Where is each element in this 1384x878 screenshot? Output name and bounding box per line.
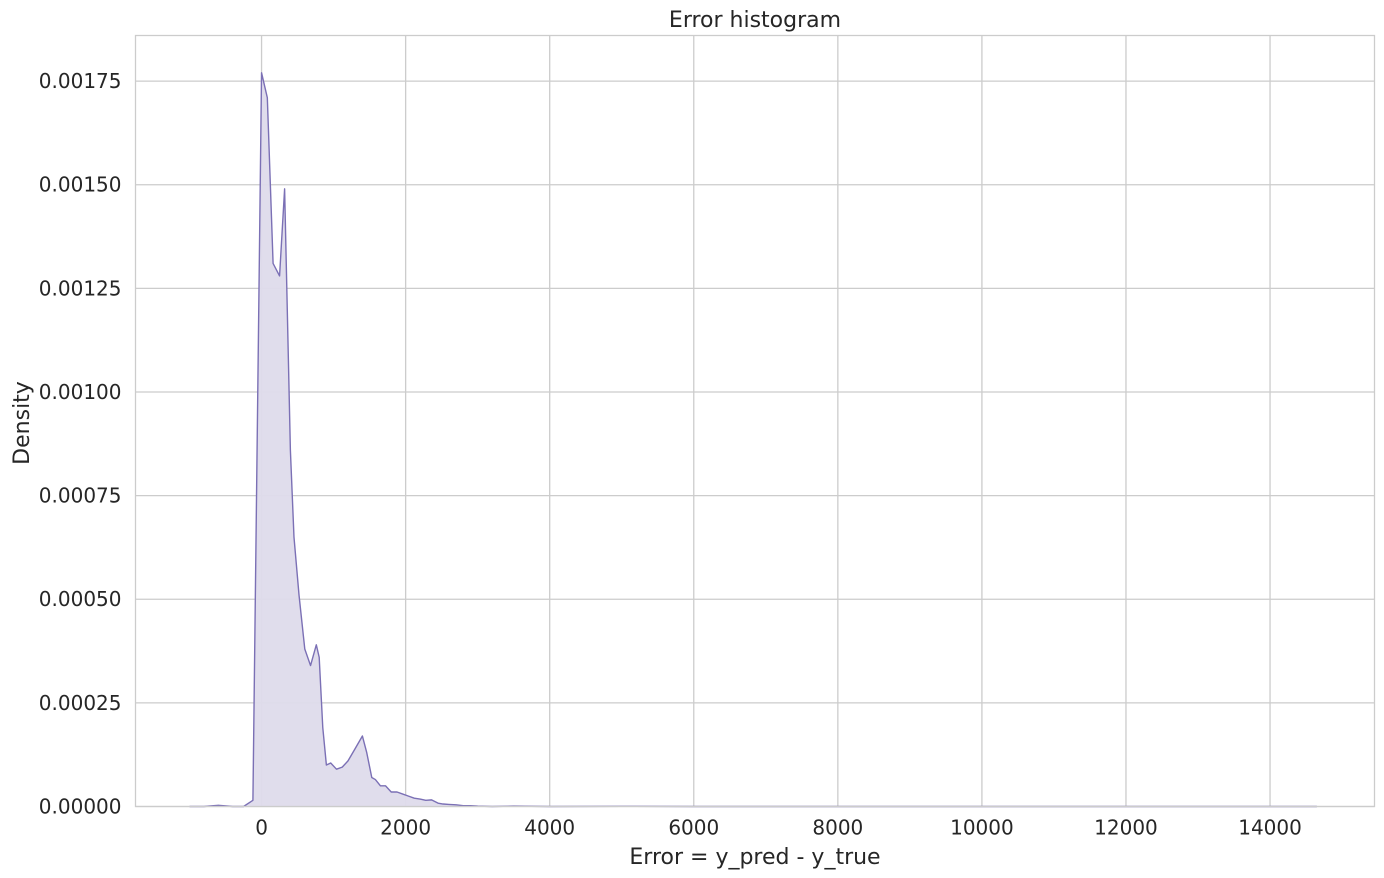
grid (135, 35, 1375, 808)
density-fill (189, 72, 1317, 807)
density-line (189, 72, 1317, 808)
x-tick-label: 2000 (380, 816, 431, 840)
x-tick-label: 6000 (668, 816, 719, 840)
x-tick-label: 4000 (524, 816, 575, 840)
x-tick-label: 12000 (1094, 816, 1158, 840)
y-tick-label: 0.00050 (39, 587, 122, 611)
y-tick-label: 0.00000 (39, 795, 122, 819)
x-tick-label: 8000 (812, 816, 863, 840)
density-area (189, 72, 1317, 808)
x-tick-label: 0 (255, 816, 268, 840)
y-tick-label: 0.00125 (39, 276, 122, 300)
y-tick-label: 0.00150 (39, 173, 122, 197)
x-tick-labels: 0 2000 4000 6000 8000 10000 12000 14000 (255, 816, 1302, 840)
y-tick-label: 0.00025 (39, 691, 122, 715)
plot-frame (134, 34, 1376, 808)
y-tick-label: 0.00175 (39, 69, 122, 93)
x-axis-label: Error = y_pred - y_true (629, 845, 880, 870)
y-tick-label: 0.00100 (39, 380, 122, 404)
x-tick-label: 14000 (1238, 816, 1302, 840)
x-tick-label: 10000 (950, 816, 1014, 840)
y-tick-label: 0.00075 (39, 484, 122, 508)
y-tick-labels: 0.00000 0.00025 0.00050 0.00075 0.00100 0.001… (39, 69, 122, 818)
y-axis-label: Density (10, 381, 35, 465)
chart-title: Error histogram (669, 8, 841, 33)
